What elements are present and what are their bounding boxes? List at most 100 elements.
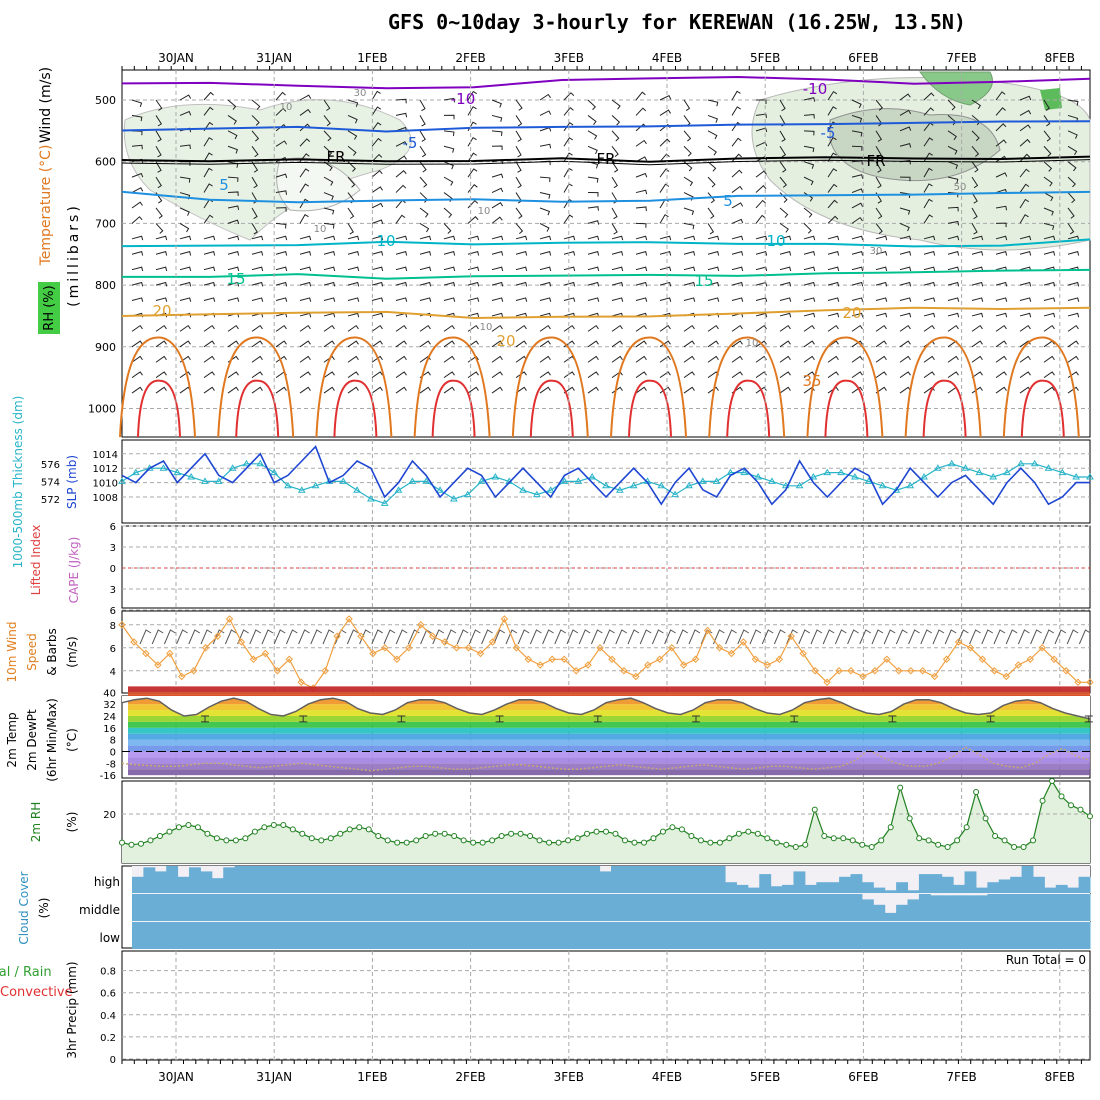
wind-barb xyxy=(419,386,431,394)
wind-barb xyxy=(395,214,406,224)
rh-point xyxy=(327,835,334,842)
wind-barb xyxy=(923,297,936,302)
wind10-point xyxy=(703,626,712,635)
wind-barb xyxy=(563,266,576,272)
rh-point xyxy=(954,837,961,844)
wind-barb xyxy=(971,297,984,302)
wind-barb xyxy=(683,340,695,348)
low-level-temp-contours xyxy=(119,336,1080,438)
date-label-top: 3FEB xyxy=(554,51,584,65)
thickness-point xyxy=(353,486,361,493)
wind-barb xyxy=(707,161,717,172)
wind10-point xyxy=(942,655,951,663)
wind-barb xyxy=(1067,207,1075,219)
cloud-cell-middle xyxy=(154,894,167,921)
cloud-cell-middle xyxy=(268,894,281,921)
rh-point xyxy=(1058,793,1065,800)
wind-barb xyxy=(515,235,528,241)
cloud-cell-low xyxy=(725,922,737,949)
wind-barb xyxy=(587,176,599,183)
wind10-barb xyxy=(493,629,506,645)
wind-barb xyxy=(155,161,162,173)
isotherm-30-segment xyxy=(1020,379,1065,438)
wind-barb xyxy=(563,214,574,224)
rh-point xyxy=(612,830,619,837)
cloud-cell-high xyxy=(474,866,487,893)
wind-barb xyxy=(731,185,743,193)
wind-barb xyxy=(227,145,239,154)
wind-barb xyxy=(347,223,354,235)
cloud-cell-high xyxy=(747,887,760,893)
wind-barb xyxy=(443,223,452,234)
wind-barb xyxy=(779,312,792,318)
wind-barb xyxy=(539,93,551,101)
wind-barb xyxy=(635,324,647,332)
wind-barb xyxy=(371,312,384,318)
cloud-cell-high xyxy=(588,866,601,893)
rh-contour-label: 50 xyxy=(954,182,967,193)
wind-barb xyxy=(515,207,523,219)
wind-barb xyxy=(395,235,408,241)
wind-barb xyxy=(1019,297,1032,302)
wind10-point xyxy=(1062,667,1070,675)
precip-ytick-label: 0.6 xyxy=(100,989,116,1000)
wind-barb xyxy=(539,207,551,216)
rh-point xyxy=(460,837,467,844)
wind-barb xyxy=(395,297,408,302)
temp-ytick-label: -8 xyxy=(106,759,116,770)
wind10-barb xyxy=(444,629,457,645)
cloud-cell-high xyxy=(303,866,315,893)
rh-legend-box xyxy=(38,282,60,334)
cloud-cell-middle xyxy=(565,894,578,921)
wind10-point xyxy=(452,644,461,652)
cloud-cell-high xyxy=(1055,884,1068,893)
wind-barb xyxy=(1019,168,1030,178)
wind10-barb xyxy=(432,629,445,645)
wind-barb xyxy=(923,107,934,116)
wind-barb xyxy=(227,281,240,287)
wind-barb xyxy=(947,281,960,287)
cloud-cell-low xyxy=(439,922,452,949)
wind10-point xyxy=(930,672,939,681)
wind10-barbs xyxy=(139,629,1091,645)
wind-barb xyxy=(347,312,360,318)
wind-barb xyxy=(155,223,164,234)
cloud-row-label-high: high xyxy=(94,875,120,889)
wind10-point xyxy=(464,644,473,652)
wind-barb xyxy=(731,218,744,224)
temp-line xyxy=(121,697,1091,720)
wind-barb xyxy=(443,207,453,218)
cloud-cell-low xyxy=(588,922,601,949)
cloud-cell-low xyxy=(1032,922,1045,949)
wind-barb xyxy=(1019,340,1031,348)
wind-barb xyxy=(1043,386,1055,394)
rh-point xyxy=(840,835,847,842)
wind-barb xyxy=(875,266,888,272)
wind10-point xyxy=(679,661,688,669)
wind-barb xyxy=(659,109,672,116)
wind10-point xyxy=(273,667,282,675)
wind-barb xyxy=(1067,192,1076,204)
thickness-point xyxy=(519,486,527,493)
wind-barb xyxy=(827,199,838,209)
wind-barb xyxy=(635,222,647,228)
wind-barb xyxy=(1019,371,1031,379)
wind-barb xyxy=(203,137,213,147)
cloud-cell-low xyxy=(428,922,441,949)
contour-label: 20 xyxy=(496,332,515,350)
upper-ytick-label: 500 xyxy=(95,94,116,107)
wind10-barb xyxy=(529,629,542,645)
wind-barb xyxy=(731,371,743,379)
wind-barb xyxy=(1043,312,1056,318)
wind-barb xyxy=(779,340,791,348)
wind-barb xyxy=(1067,340,1079,348)
cloud-cell-middle xyxy=(314,894,327,921)
upper-ytick-label: 800 xyxy=(95,279,116,292)
contour-label: -10 xyxy=(451,90,476,108)
cloud-cell-middle xyxy=(725,894,737,921)
wind-barb xyxy=(779,371,791,379)
wind-barb xyxy=(227,266,240,272)
wind10-point xyxy=(608,655,616,663)
wind-barb xyxy=(803,130,815,136)
cloud-cell-high xyxy=(907,890,920,893)
